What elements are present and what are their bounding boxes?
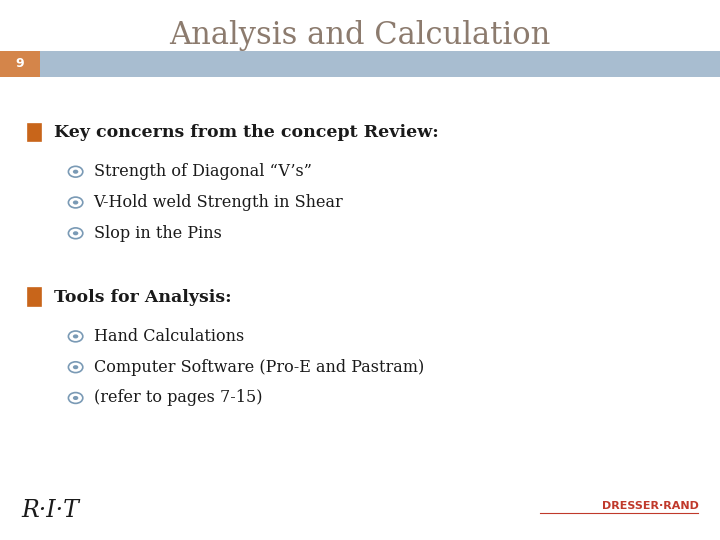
Bar <box>0 51 720 77</box>
Text: Computer Software (Pro-E and Pastram): Computer Software (Pro-E and Pastram) <box>94 359 424 376</box>
Text: V-Hold weld Strength in Shear: V-Hold weld Strength in Shear <box>94 194 343 211</box>
Text: Slop in the Pins: Slop in the Pins <box>94 225 222 242</box>
Text: DRESSER·RAND: DRESSER·RAND <box>601 501 698 511</box>
Text: 9: 9 <box>16 57 24 70</box>
Bar <box>0 51 40 77</box>
Circle shape <box>73 396 78 400</box>
Circle shape <box>73 200 78 205</box>
Circle shape <box>73 231 78 235</box>
Text: Key concerns from the concept Review:: Key concerns from the concept Review: <box>54 124 438 141</box>
Text: Analysis and Calculation: Analysis and Calculation <box>169 19 551 51</box>
Bar <box>28 124 41 141</box>
Text: Hand Calculations: Hand Calculations <box>94 328 244 345</box>
Text: Tools for Analysis:: Tools for Analysis: <box>54 288 232 306</box>
Bar <box>28 288 41 306</box>
Circle shape <box>73 170 78 174</box>
Text: R·I·T: R·I·T <box>22 499 79 522</box>
Circle shape <box>73 365 78 369</box>
Text: (refer to pages 7-15): (refer to pages 7-15) <box>94 389 262 407</box>
Circle shape <box>73 334 78 339</box>
Text: Strength of Diagonal “V’s”: Strength of Diagonal “V’s” <box>94 163 312 180</box>
